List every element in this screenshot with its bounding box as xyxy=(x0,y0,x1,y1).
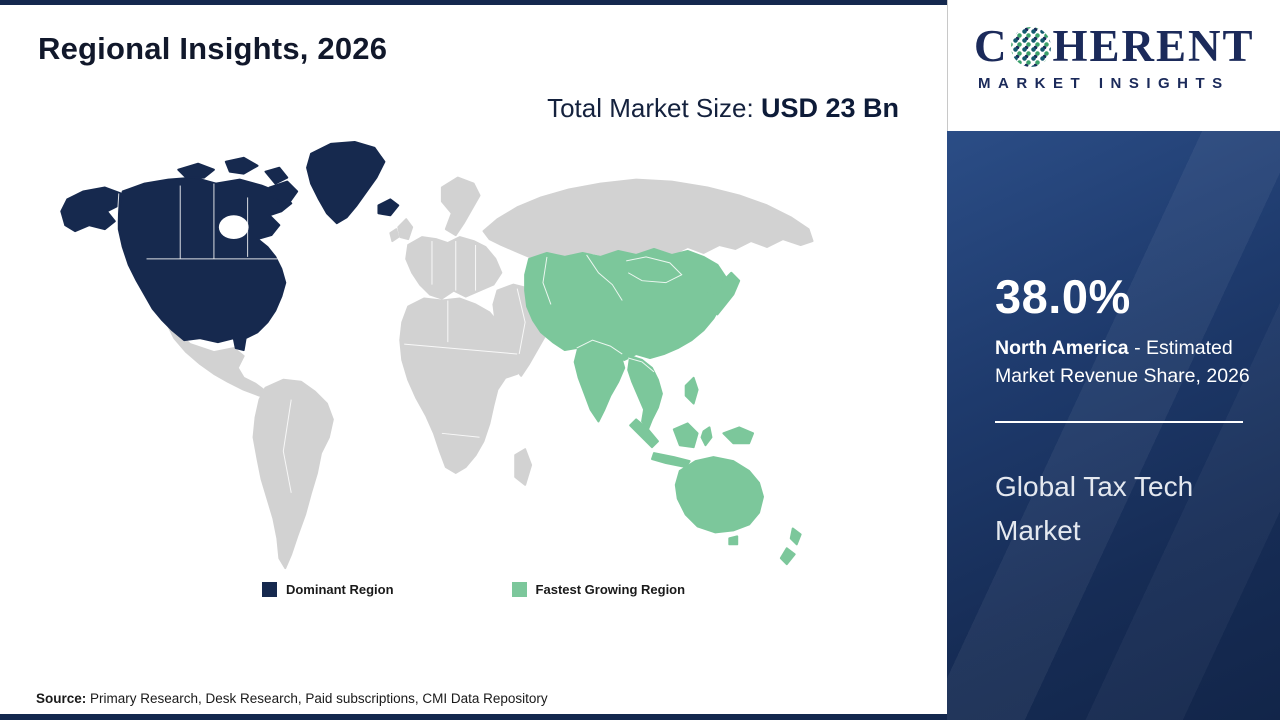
total-market-size: Total Market Size: USD 23 Bn xyxy=(547,93,899,124)
market-size-label: Total Market Size: xyxy=(547,93,761,123)
logo-text-prefix: C xyxy=(974,21,1009,71)
globe-dots-icon xyxy=(1010,26,1051,67)
source-label: Source: xyxy=(36,691,87,706)
map-iceland xyxy=(377,198,400,217)
map-central-asia-china xyxy=(524,247,729,361)
fastest-growing-region-label: Fastest Growing Region xyxy=(535,582,686,597)
map-sulawesi xyxy=(700,426,713,447)
source-text: Primary Research, Desk Research, Paid su… xyxy=(86,691,548,706)
map-ireland xyxy=(389,228,400,243)
share-region-name: North America xyxy=(995,337,1129,359)
share-description-text: - Estimated Market Revenue Share, 2026 xyxy=(995,337,1250,388)
map-south-america xyxy=(252,378,334,570)
map-arctic-island-1 xyxy=(177,162,215,179)
map-arctic-island-2 xyxy=(224,156,259,175)
logo-text-suffix: HERENT xyxy=(1052,21,1255,71)
map-europe xyxy=(405,236,503,300)
logo-subtitle: MARKET INSIGHTS xyxy=(978,75,1230,92)
map-region-asia-pacific xyxy=(524,247,802,566)
market-size-value: USD 23 Bn xyxy=(760,93,899,123)
map-arctic-island-3 xyxy=(264,166,289,185)
legend: Dominant Region Fastest Growing Region xyxy=(0,582,947,597)
map-uk xyxy=(397,218,414,241)
right-column: C HERENT MARKET INSIGHTS 38.0% North Ame… xyxy=(947,0,1280,720)
map-india xyxy=(573,339,626,423)
map-country-borders xyxy=(116,183,683,493)
panel-divider xyxy=(995,420,1243,423)
map-java xyxy=(651,452,691,469)
map-alaska xyxy=(60,186,122,233)
fastest-growing-region-swatch xyxy=(511,582,527,597)
map-canada-usa xyxy=(117,176,293,352)
world-map xyxy=(60,140,814,570)
share-description: North America - Estimated Market Revenue… xyxy=(995,334,1257,391)
map-korea xyxy=(704,285,717,304)
map-madagascar xyxy=(514,448,533,486)
brand-logo: C HERENT xyxy=(974,24,1280,69)
dominant-region-label: Dominant Region xyxy=(285,582,394,597)
map-greenland xyxy=(306,140,386,225)
map-philippines xyxy=(684,376,699,405)
map-new-guinea xyxy=(722,426,755,445)
map-australia xyxy=(674,456,764,534)
map-tasmania xyxy=(728,535,739,546)
brand-logo-area: C HERENT MARKET INSIGHTS xyxy=(947,0,1280,131)
map-new-zealand-south xyxy=(779,547,796,566)
map-africa xyxy=(399,297,525,474)
map-hudson-bay xyxy=(218,215,249,240)
world-map-container xyxy=(28,134,947,580)
map-scandinavia xyxy=(440,176,481,237)
map-baffin-island xyxy=(268,180,299,207)
main-content: Regional Insights, 2026 Total Market Siz… xyxy=(0,0,947,720)
map-region-north-america xyxy=(60,140,400,352)
map-russia xyxy=(482,178,814,262)
source-note: Source: Primary Research, Desk Research,… xyxy=(36,691,947,706)
map-borneo xyxy=(672,422,699,449)
map-new-zealand-north xyxy=(789,527,802,546)
market-name: Global Tax Tech Market xyxy=(995,470,1194,547)
legend-item-dominant: Dominant Region xyxy=(261,582,394,597)
legend-item-fastest: Fastest Growing Region xyxy=(511,582,686,597)
map-japan xyxy=(712,271,741,316)
side-panel: 38.0% North America - Estimated Market R… xyxy=(947,131,1280,720)
map-sumatra xyxy=(629,418,659,449)
page-title: Regional Insights, 2026 xyxy=(38,31,388,66)
map-southeast-asia xyxy=(627,355,663,431)
dominant-region-swatch xyxy=(261,582,277,597)
share-value: 38.0% xyxy=(995,270,1131,323)
